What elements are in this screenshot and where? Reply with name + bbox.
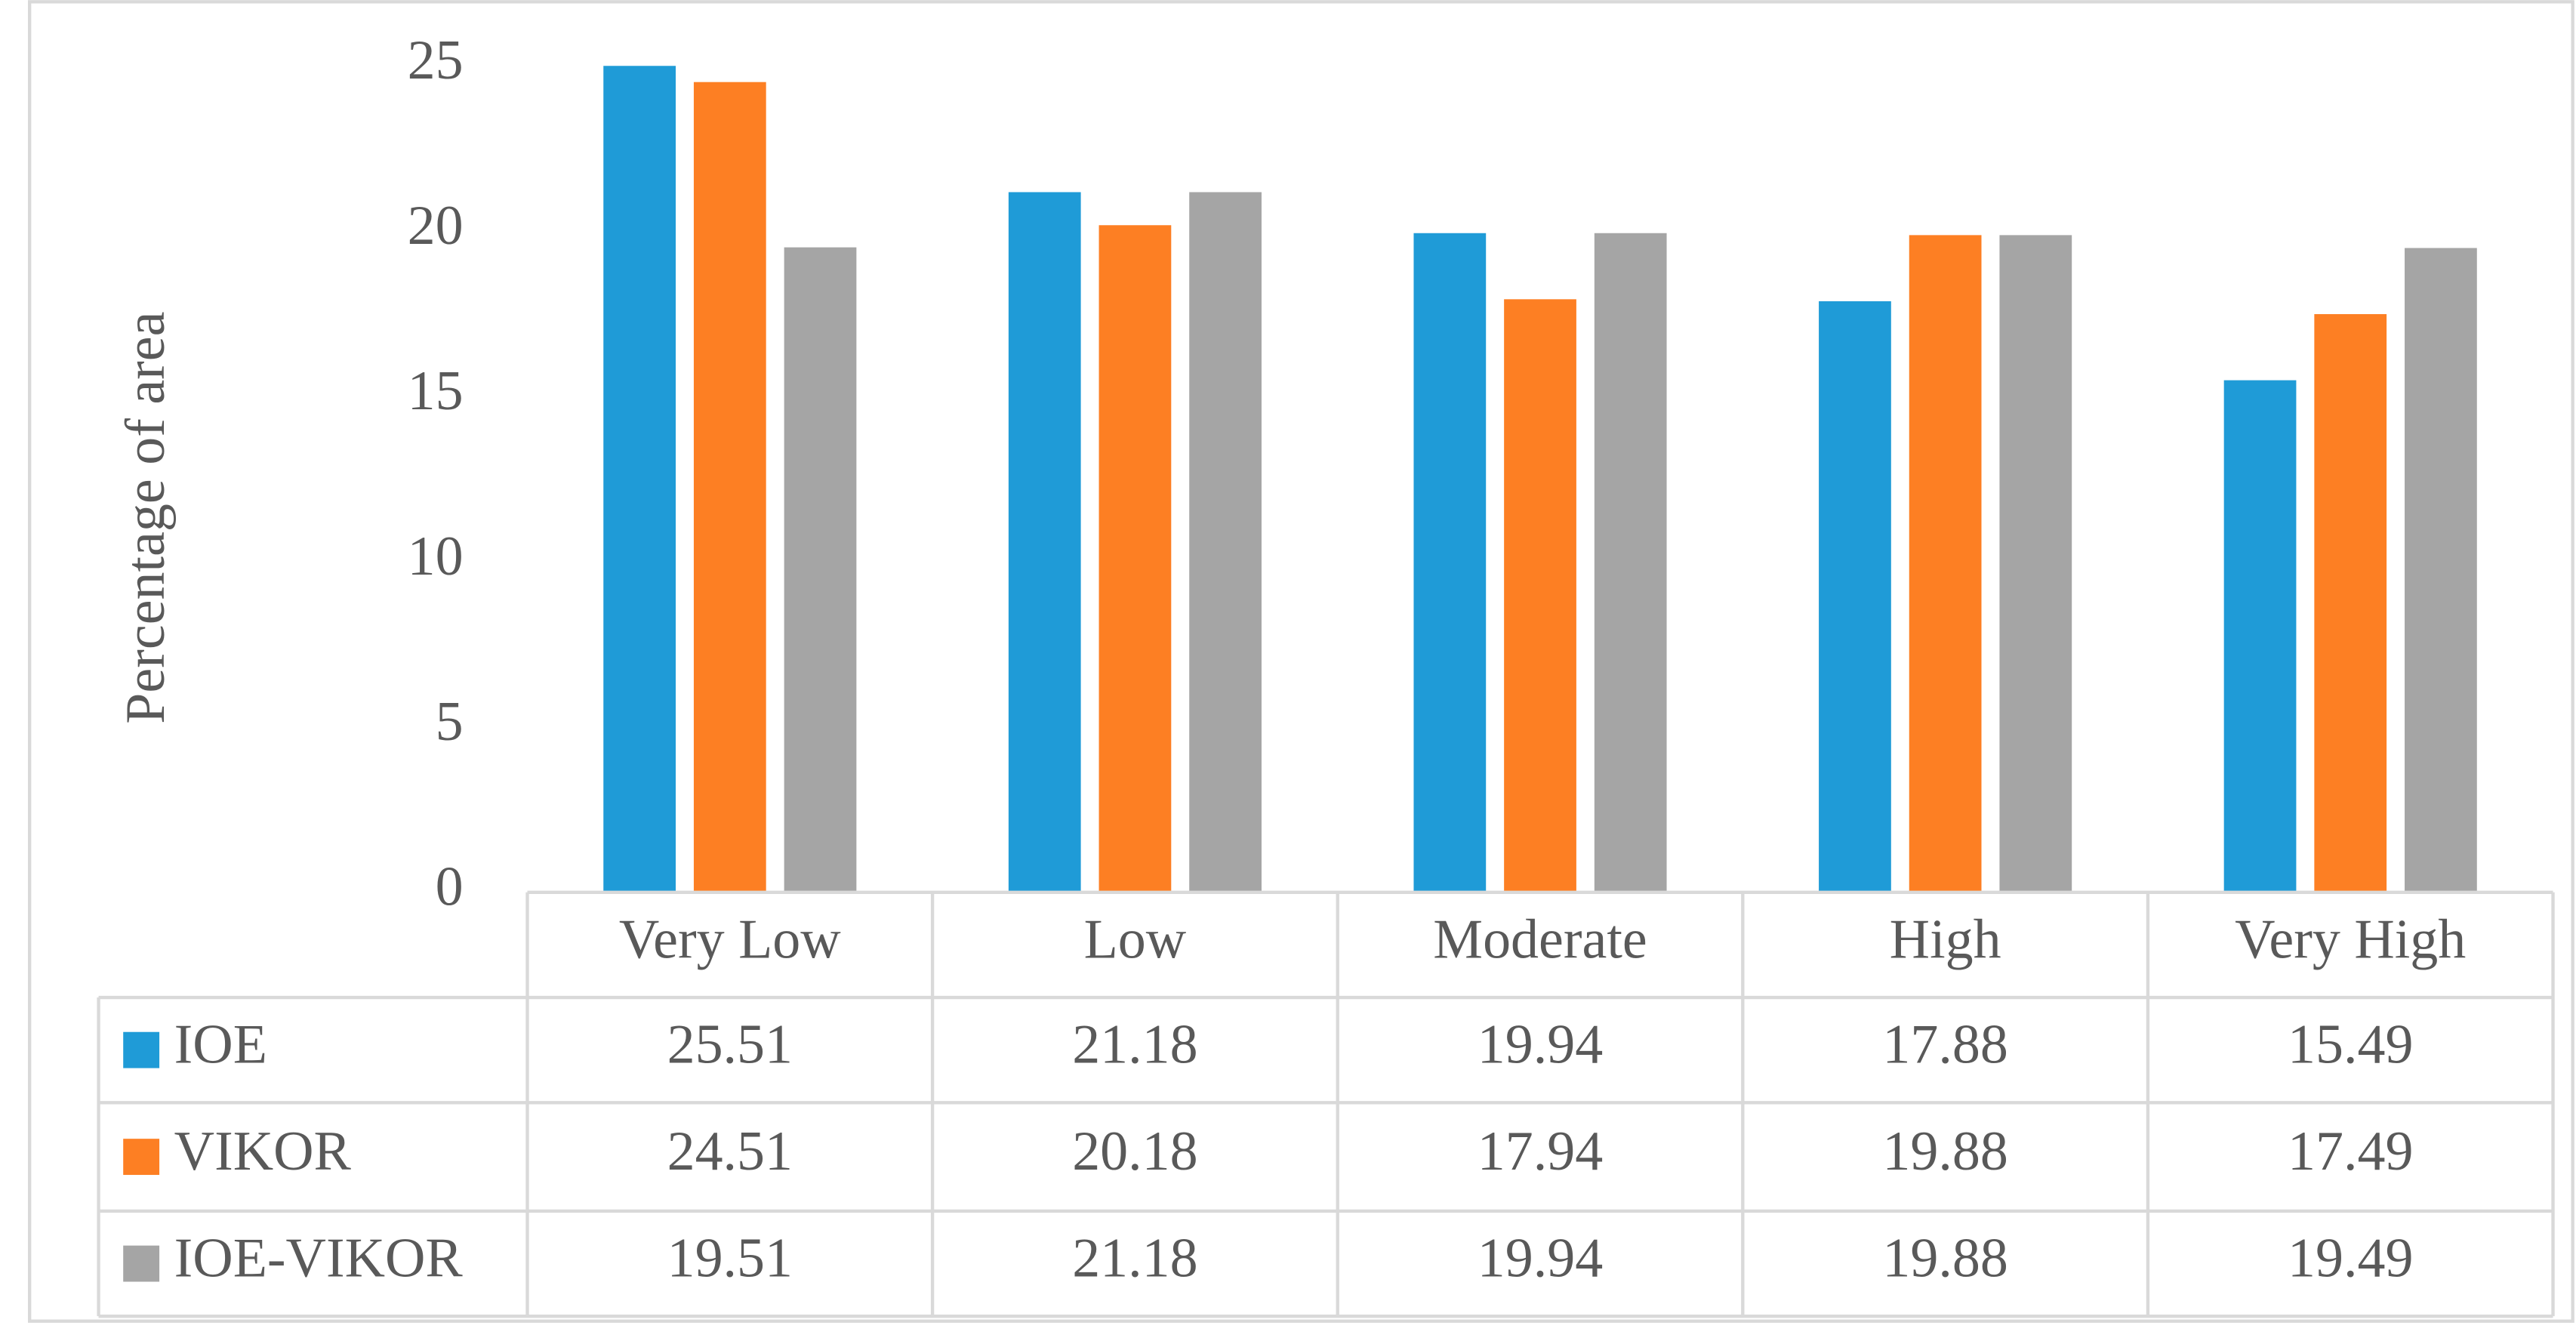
table-value: 17.94 (1478, 1121, 1603, 1182)
table-value: 24.51 (667, 1121, 793, 1182)
bar (2314, 314, 2387, 892)
legend-label: IOE (174, 1014, 267, 1076)
bar (1819, 301, 1891, 892)
table-value: 17.88 (1882, 1014, 2007, 1076)
legend-label: VIKOR (174, 1121, 352, 1182)
table-value: 19.88 (1882, 1121, 2007, 1182)
bar (1189, 192, 1262, 892)
table-value: 19.88 (1882, 1228, 2007, 1290)
legend-swatch (123, 1031, 160, 1068)
table-value: 17.49 (2288, 1121, 2413, 1182)
table-value: 20.18 (1072, 1121, 1197, 1182)
bar (1504, 299, 1576, 892)
table-value: 21.18 (1072, 1228, 1197, 1290)
x-tick-label: Very High (2235, 908, 2466, 970)
bar (2223, 380, 2297, 892)
chart-border (27, 0, 2574, 1323)
bar (784, 247, 857, 892)
legend-label: IOE-VIKOR (174, 1228, 464, 1290)
y-tick-label: 20 (408, 195, 464, 257)
bar (603, 66, 676, 892)
bar (1594, 233, 1667, 892)
bar (1999, 235, 2072, 892)
x-tick-label: High (1890, 908, 2001, 970)
y-tick-label: 0 (436, 856, 464, 918)
y-tick-label: 25 (408, 29, 464, 91)
table-value: 19.51 (667, 1228, 793, 1290)
legend-swatch (123, 1139, 160, 1176)
y-tick-label: 5 (436, 691, 464, 753)
y-tick-label: 10 (408, 526, 464, 587)
table-value: 19.94 (1478, 1014, 1603, 1076)
bar (1909, 235, 1982, 892)
table-value: 25.51 (667, 1014, 793, 1076)
bars (603, 66, 2477, 892)
table-value: 19.49 (2288, 1228, 2413, 1290)
bar (1008, 192, 1081, 892)
bar (693, 82, 766, 892)
y-axis-title: Percentage of area (115, 312, 177, 724)
table-value: 21.18 (1072, 1014, 1197, 1076)
y-tick-label: 15 (408, 360, 464, 422)
x-tick-label: Moderate (1433, 908, 1647, 970)
bar (1098, 225, 1172, 892)
bar (1413, 233, 1487, 892)
x-tick-label: Low (1084, 908, 1187, 970)
x-tick-label: Very Low (619, 908, 841, 970)
legend-swatch (123, 1245, 160, 1282)
bar (2405, 248, 2477, 892)
table-value: 15.49 (2288, 1014, 2413, 1076)
table-value: 19.94 (1478, 1228, 1603, 1290)
